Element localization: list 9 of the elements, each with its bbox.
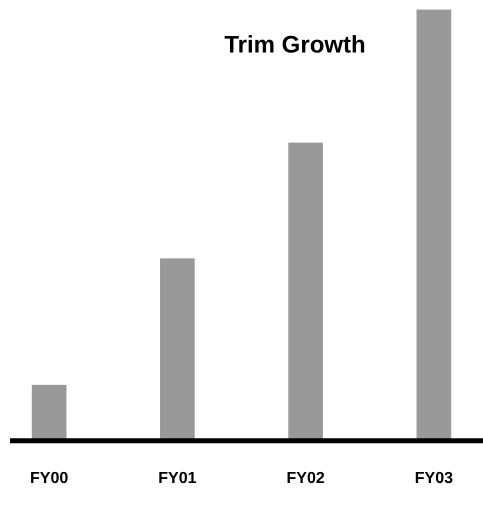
x-tick-label: FY03: [414, 470, 454, 487]
x-tick-label: FY01: [158, 470, 197, 487]
x-tick-label: FY00: [30, 470, 68, 487]
bar: [416, 10, 452, 440]
bar: [160, 258, 195, 440]
x-tick-label: FY02: [286, 470, 325, 487]
bar: [32, 384, 66, 440]
text: Trim Growth: [224, 32, 366, 59]
bar: [288, 142, 323, 440]
